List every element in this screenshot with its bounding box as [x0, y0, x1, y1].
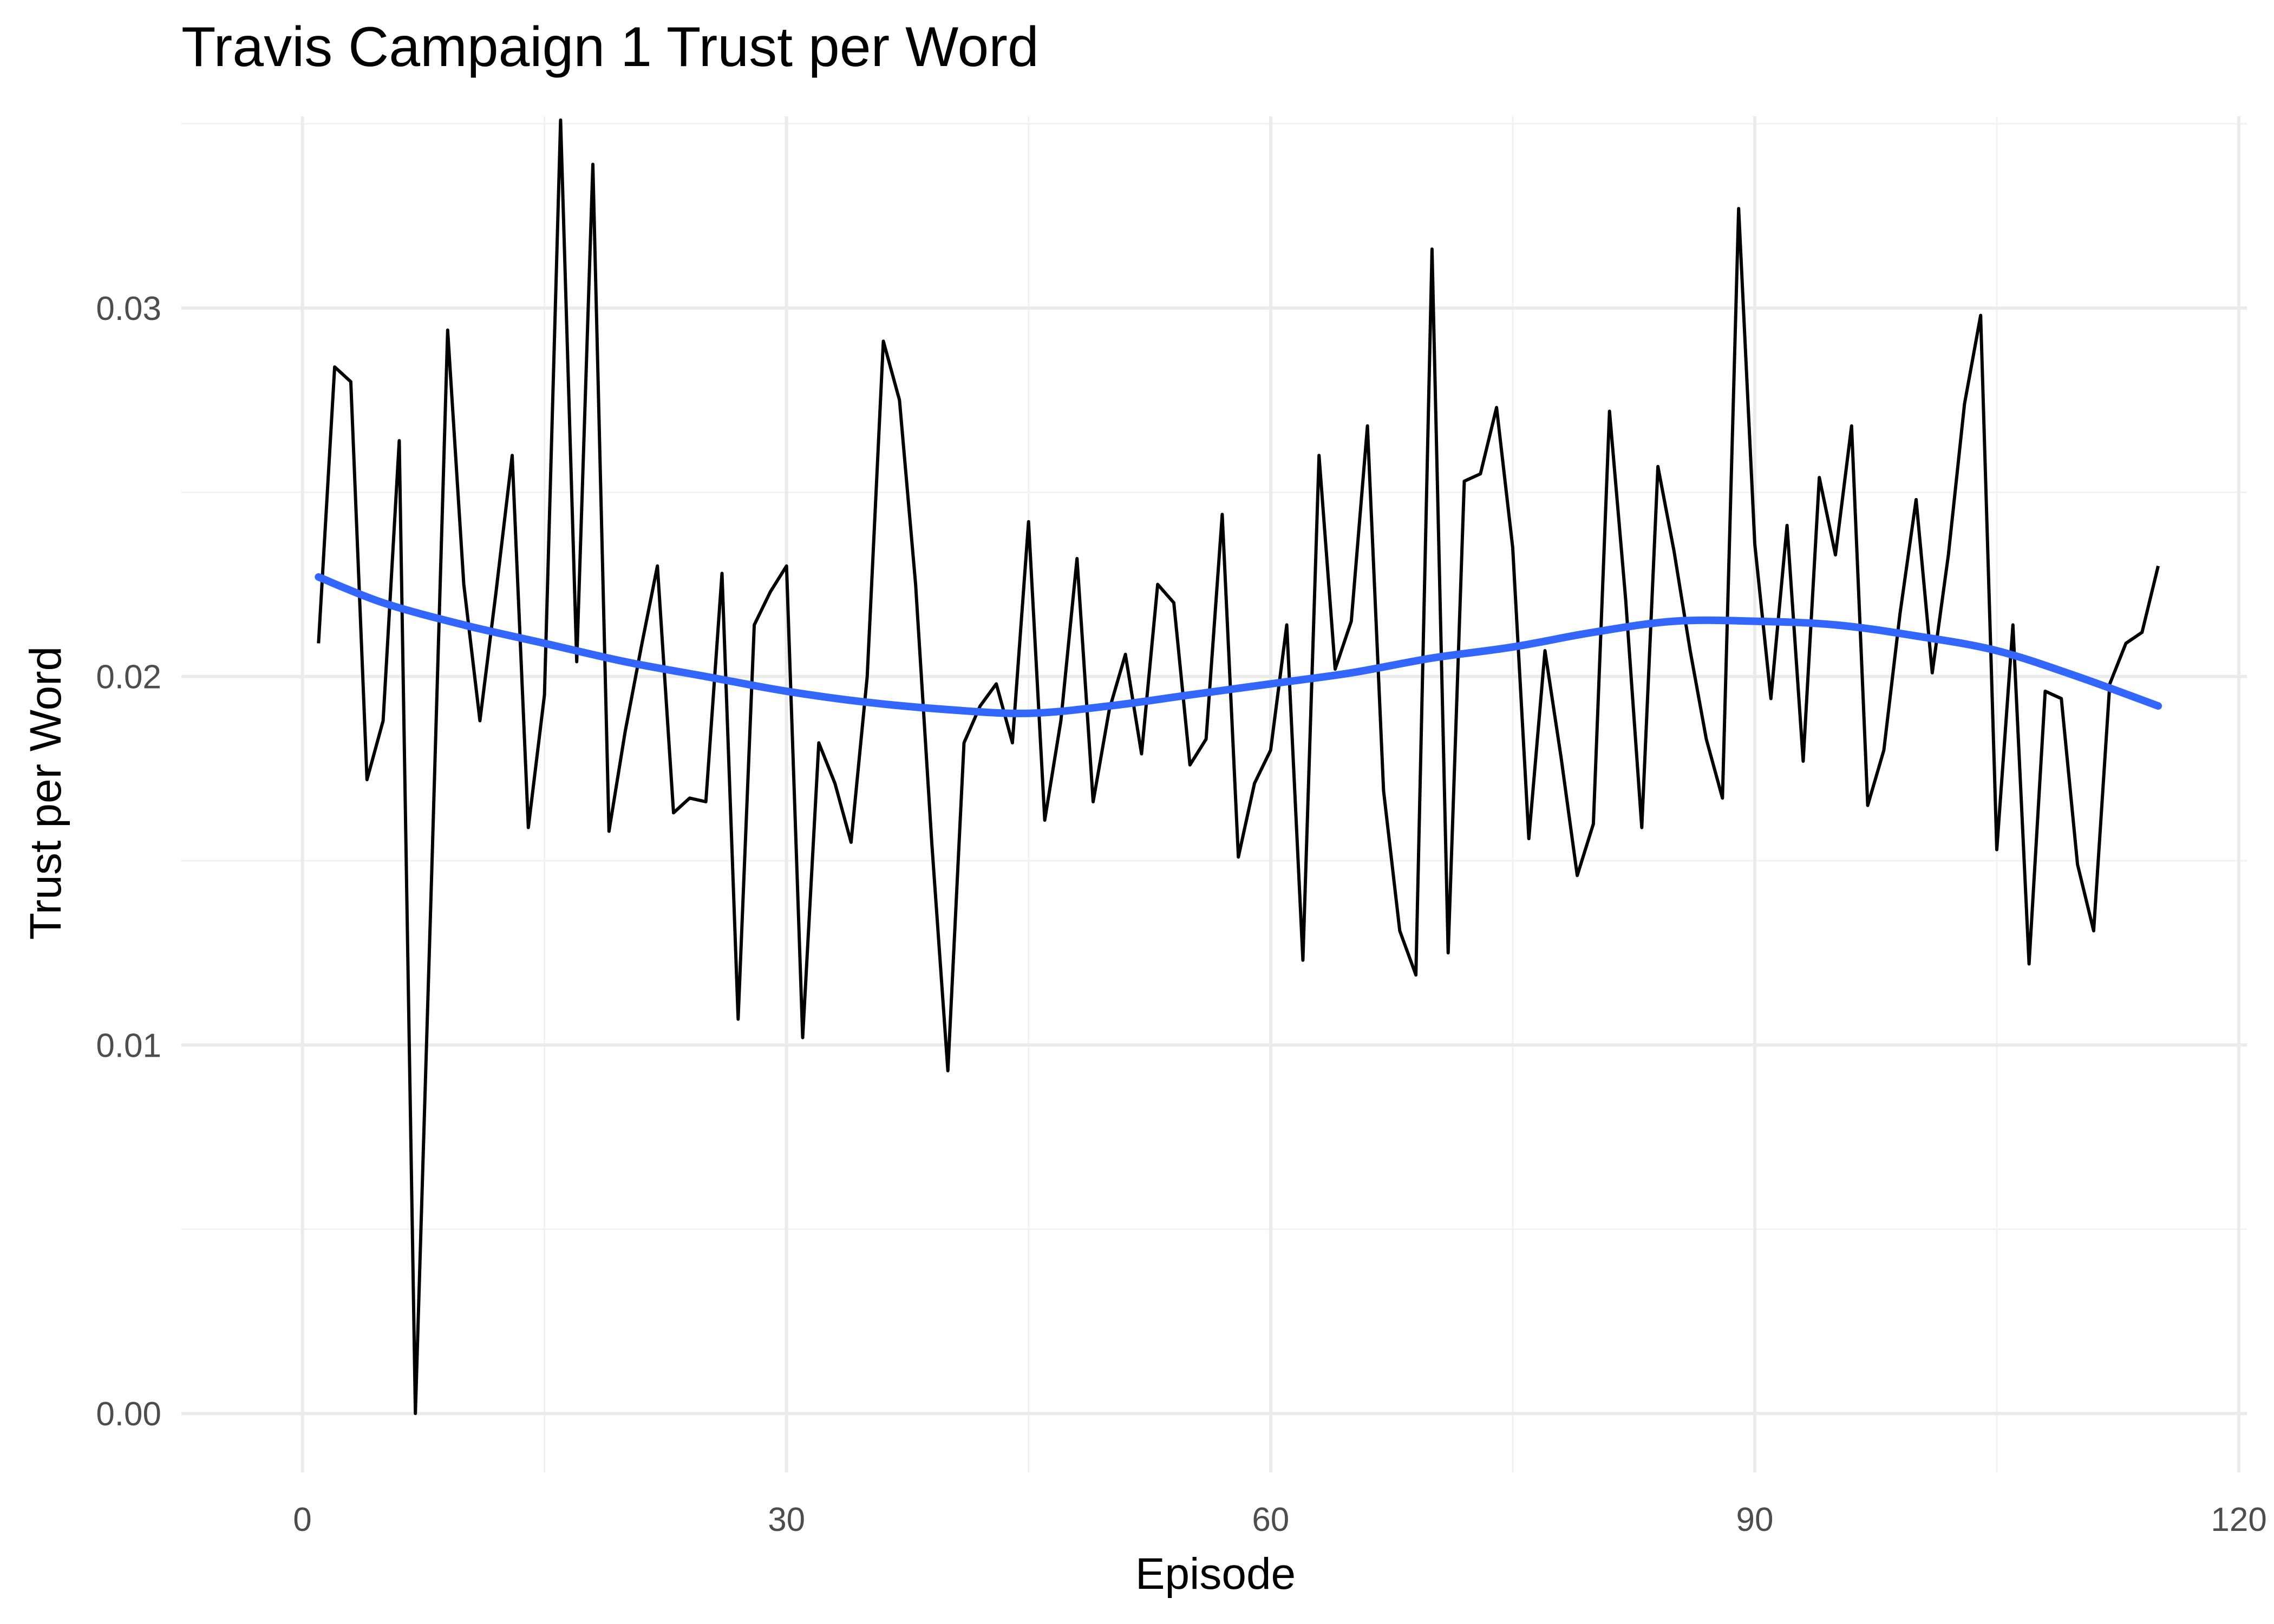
- y-tick-label: 0.02: [96, 659, 161, 696]
- x-tick-label: 120: [2211, 1501, 2266, 1538]
- trust-per-word-line: [317, 118, 2160, 1416]
- x-axis-ticks: 0 30 60 90 120: [293, 1501, 2267, 1538]
- y-axis-ticks: 0.00 0.01 0.02 0.03: [96, 290, 161, 1433]
- x-tick-label: 0: [293, 1501, 311, 1538]
- series-layer: [315, 118, 2162, 1416]
- grid-lines: [181, 116, 2247, 1472]
- smooth-trend-line: [315, 573, 2162, 717]
- x-tick-label: 30: [768, 1501, 805, 1538]
- y-axis-title: Trust per Word: [21, 646, 70, 940]
- x-tick-label: 90: [1736, 1501, 1773, 1538]
- x-axis-title: Episode: [1135, 1549, 1296, 1599]
- y-tick-label: 0.01: [96, 1027, 161, 1064]
- y-tick-label: 0.03: [96, 290, 161, 328]
- chart-title: Travis Campaign 1 Trust per Word: [181, 16, 1039, 78]
- x-tick-label: 60: [1252, 1501, 1289, 1538]
- y-tick-label: 0.00: [96, 1396, 161, 1433]
